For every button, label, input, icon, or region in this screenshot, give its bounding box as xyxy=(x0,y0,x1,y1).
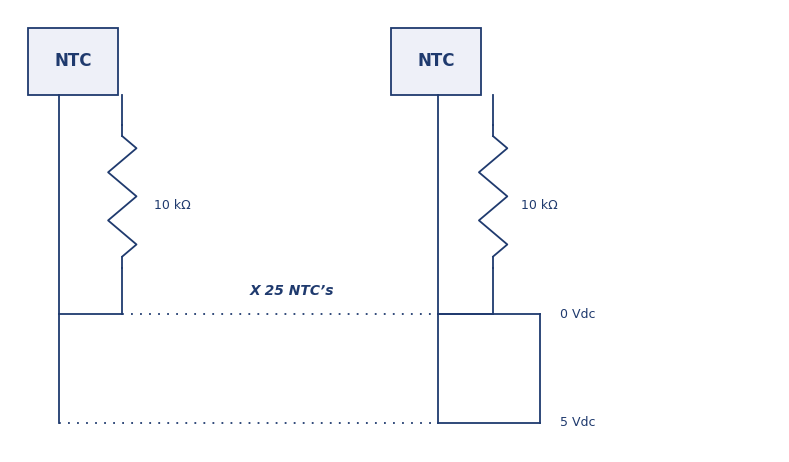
Text: 5 Vdc: 5 Vdc xyxy=(560,416,596,429)
Text: 10 kΩ: 10 kΩ xyxy=(154,199,191,212)
FancyBboxPatch shape xyxy=(391,28,481,95)
Text: 0 Vdc: 0 Vdc xyxy=(560,308,596,321)
Text: NTC: NTC xyxy=(54,52,92,70)
FancyBboxPatch shape xyxy=(28,28,118,95)
Text: 10 kΩ: 10 kΩ xyxy=(521,199,558,212)
Text: X 25 NTC’s: X 25 NTC’s xyxy=(249,284,335,298)
Text: NTC: NTC xyxy=(417,52,454,70)
